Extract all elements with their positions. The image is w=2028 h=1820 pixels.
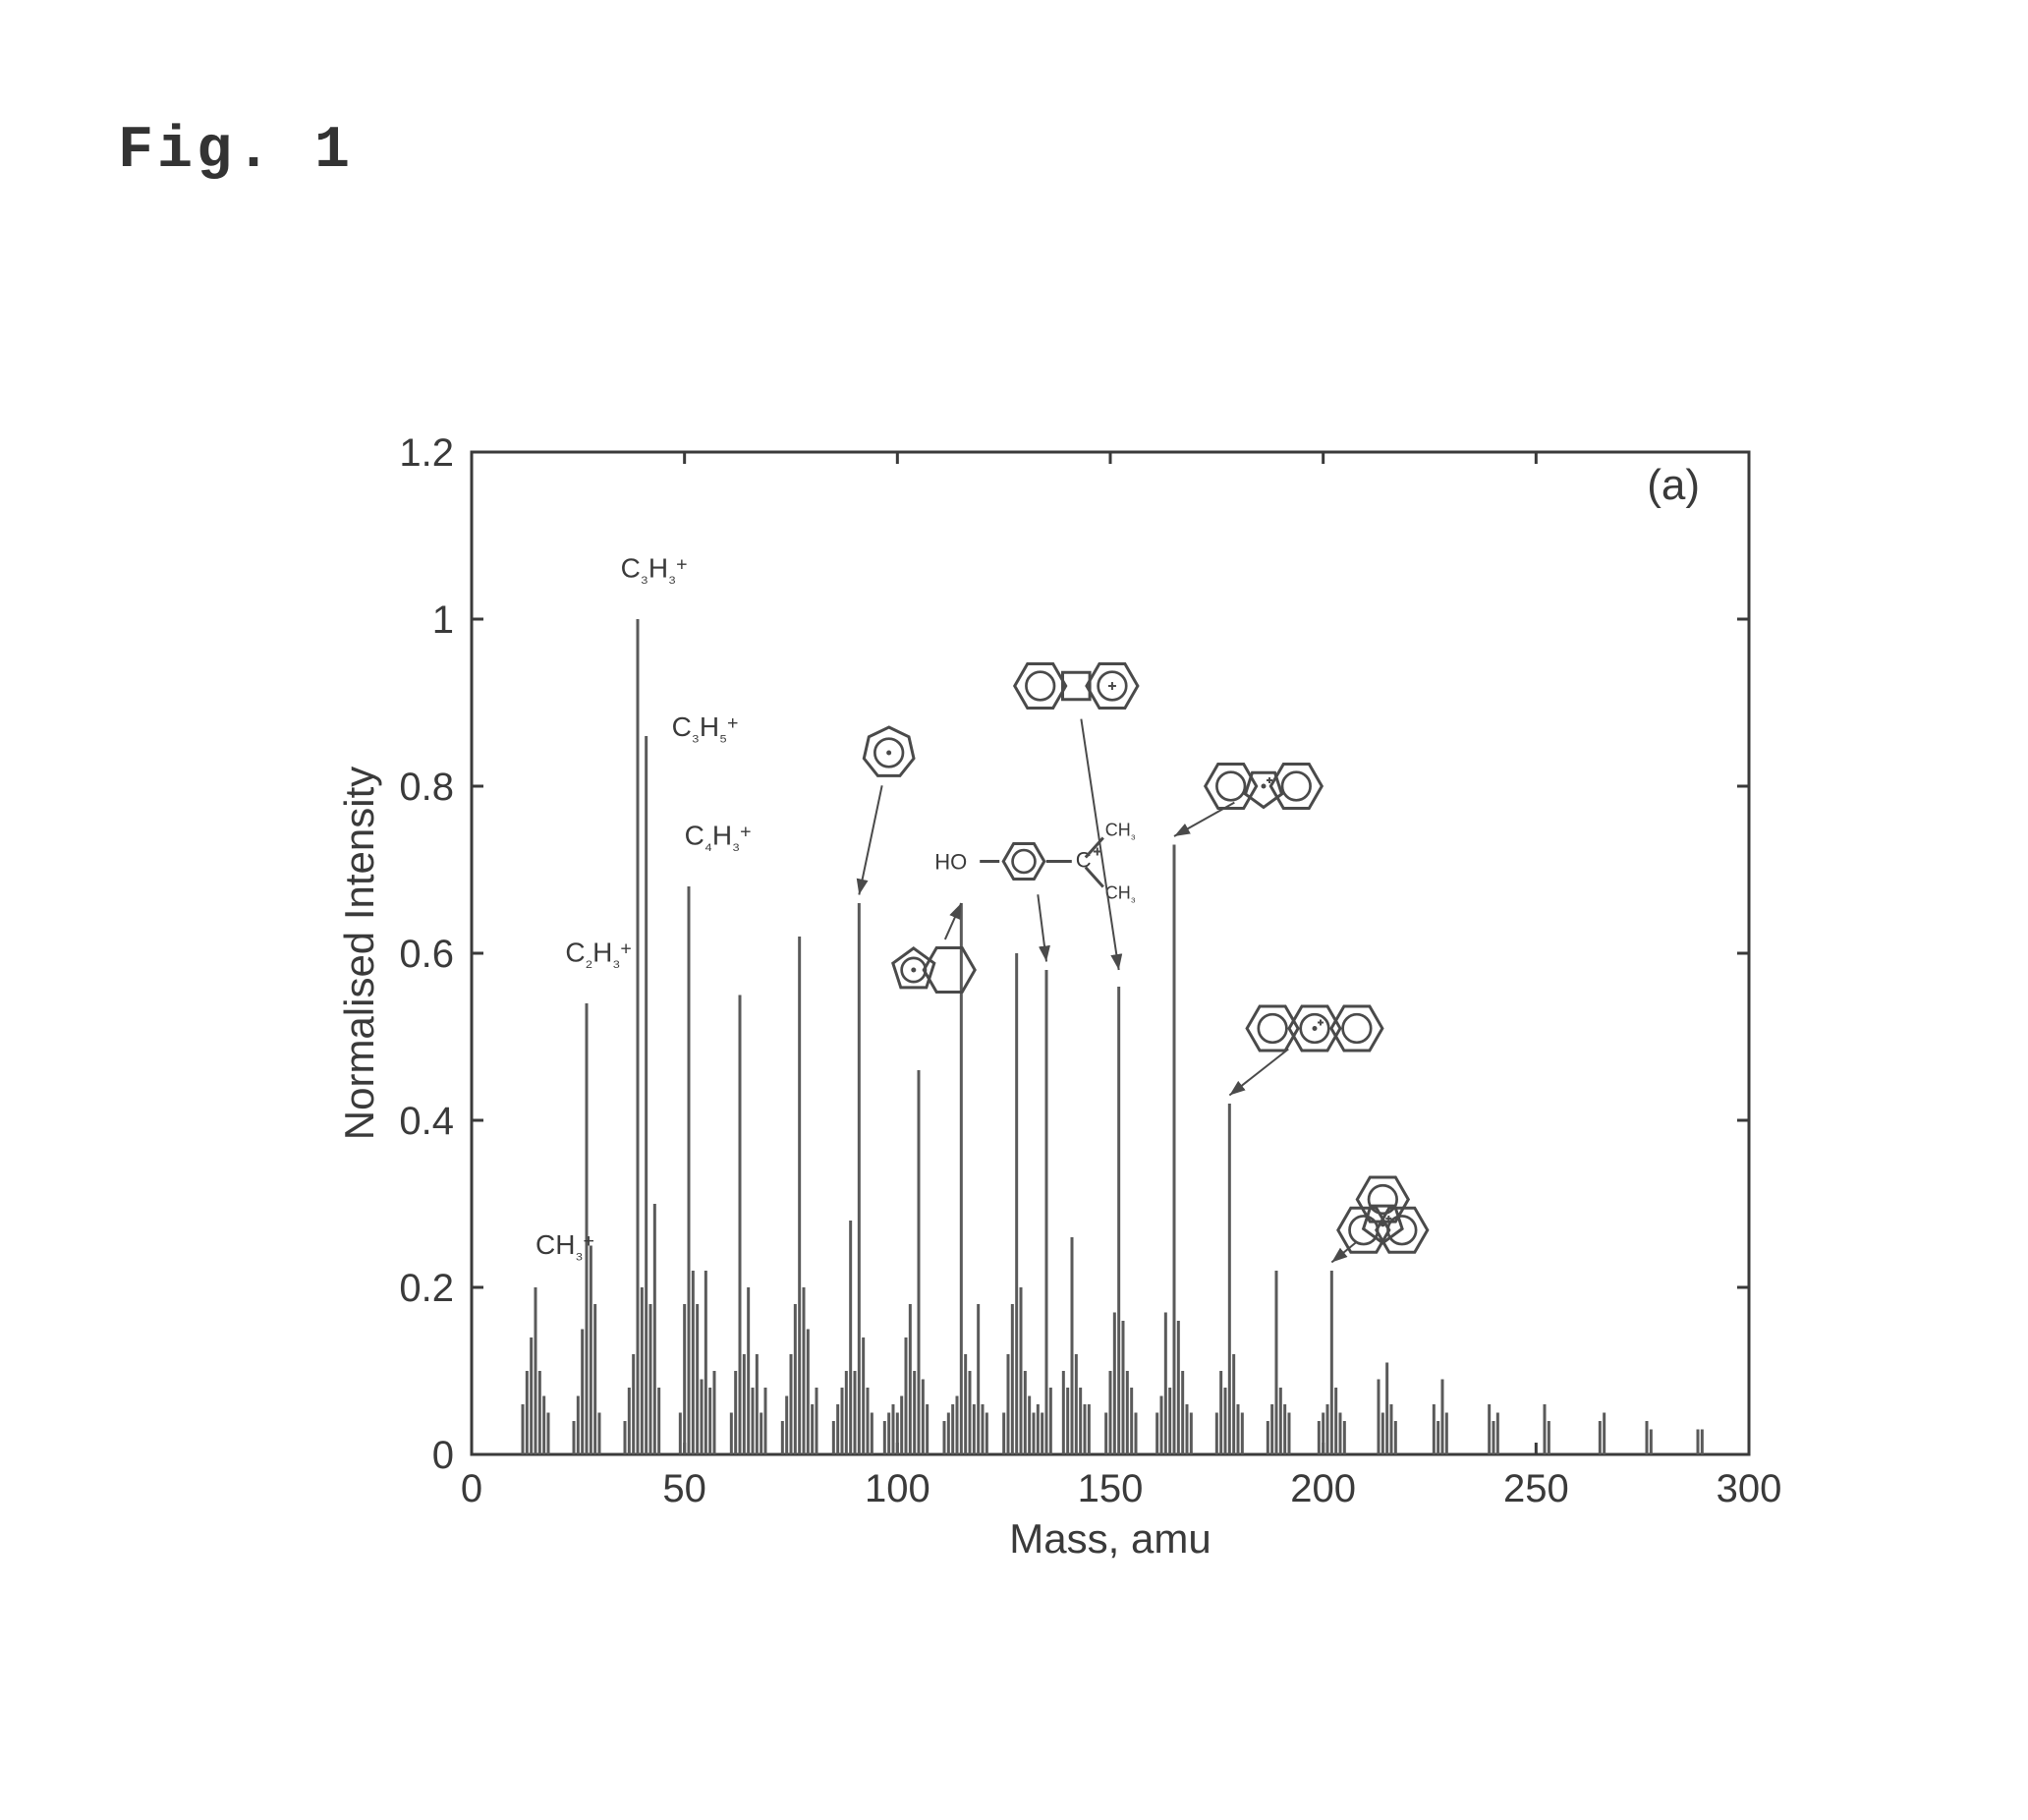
svg-text:150: 150 xyxy=(1078,1467,1144,1510)
svg-text:100: 100 xyxy=(865,1467,930,1510)
svg-text:300: 300 xyxy=(1717,1467,1782,1510)
svg-text:Normalised Intensity: Normalised Intensity xyxy=(336,767,382,1140)
svg-text:0.6: 0.6 xyxy=(399,933,454,976)
svg-text:(a): (a) xyxy=(1647,461,1700,509)
svg-text:250: 250 xyxy=(1503,1467,1569,1510)
svg-text:0.8: 0.8 xyxy=(399,766,454,809)
mass-spectrum-chart: 0 50 100 150 200 250 300 0 0.2 0.4 0.6 0.8 1 1.2 Mass,… xyxy=(324,413,1798,1612)
svg-text:0: 0 xyxy=(461,1467,482,1510)
svg-text:1.2: 1.2 xyxy=(399,431,454,475)
figure-label: Fig. 1 xyxy=(118,118,354,185)
svg-text:Mass, amu: Mass, amu xyxy=(1009,1515,1211,1562)
svg-text:50: 50 xyxy=(662,1467,706,1510)
svg-text:1: 1 xyxy=(432,598,454,642)
svg-text:C: C xyxy=(1076,848,1092,873)
svg-text:HO: HO xyxy=(934,850,967,875)
svg-text:200: 200 xyxy=(1290,1467,1356,1510)
svg-text:0.2: 0.2 xyxy=(399,1267,454,1310)
svg-text:0: 0 xyxy=(432,1434,454,1477)
svg-text:0.4: 0.4 xyxy=(399,1100,454,1143)
